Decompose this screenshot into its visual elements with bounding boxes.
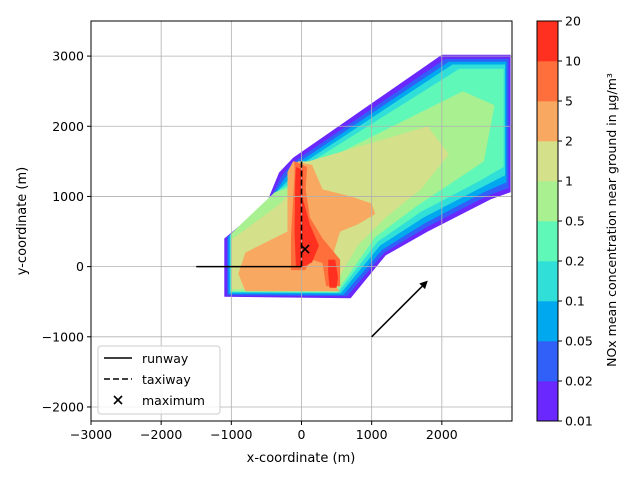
overlay-lines (196, 161, 428, 338)
x-tick-label: 1000 (356, 427, 388, 442)
colorbar-tick-label: 0.05 (565, 334, 593, 349)
colorbar-tick-label: 0.1 (565, 294, 585, 309)
x-axis-ticks: −3000 −2000 −1000 0 1000 2000 (70, 421, 458, 442)
legend: runway taxiway maximum (97, 345, 221, 415)
x-tick-label: 2000 (426, 427, 458, 442)
colorbar-band-3 (537, 261, 558, 302)
maximum-marker (300, 244, 310, 254)
contour-level-9-9 (294, 167, 319, 267)
concentration-contours (224, 54, 511, 299)
x-tick-label: 0 (298, 427, 306, 442)
x-axis-label: x-coordinate (m) (247, 451, 356, 466)
y-axis-ticks: −2000 −1000 0 1000 2000 3000 (42, 49, 91, 414)
colorbar-tick-label: 2 (565, 134, 573, 149)
legend-runway-label: runway (142, 351, 189, 366)
legend-taxiway-label: taxiway (142, 372, 191, 387)
colorbar-band-6 (537, 141, 558, 182)
colorbar-tick-label: 20 (565, 14, 581, 29)
colorbar-tick-label: 0.01 (565, 414, 593, 429)
colorbar-tick-label: 0.5 (565, 214, 585, 229)
colorbar-band-4 (537, 221, 558, 262)
colorbar-band-0 (537, 381, 558, 422)
y-tick-label: 0 (76, 259, 84, 274)
y-tick-label: 3000 (52, 49, 84, 64)
x-tick-label: −3000 (70, 427, 112, 442)
y-tick-label: 2000 (52, 119, 84, 134)
wind-direction-arrow (371, 280, 428, 338)
y-tick-label: 1000 (52, 189, 84, 204)
colorbar-tick-label: 5 (565, 94, 573, 109)
colorbar: 0.01 0.02 0.05 0.1 0.2 0.5 1 2 5 10 20 (536, 14, 593, 429)
colorbar-band-9 (537, 21, 558, 62)
legend-maximum-marker (113, 395, 123, 405)
colorbar-band-7 (537, 101, 558, 142)
y-tick-label: −1000 (42, 329, 84, 344)
x-tick-label: −2000 (140, 427, 182, 442)
colorbar-label: NOx mean concentration near ground in µg… (604, 73, 619, 367)
colorbar-tick-label: 10 (565, 54, 581, 69)
legend-box (97, 345, 221, 415)
colorbar-band-8 (537, 61, 558, 102)
legend-maximum-label: maximum (142, 393, 205, 408)
colorbar-tick-label: 1 (565, 174, 573, 189)
colorbar-band-2 (537, 301, 558, 342)
x-tick-label: −1000 (210, 427, 252, 442)
colorbar-band-5 (537, 181, 558, 222)
y-axis-label: y-coordinate (m) (15, 167, 30, 275)
colorbar-band-1 (537, 341, 558, 382)
colorbar-tick-label: 0.02 (565, 374, 593, 389)
colorbar-tick-label: 0.2 (565, 254, 585, 269)
y-tick-label: −2000 (42, 399, 84, 414)
